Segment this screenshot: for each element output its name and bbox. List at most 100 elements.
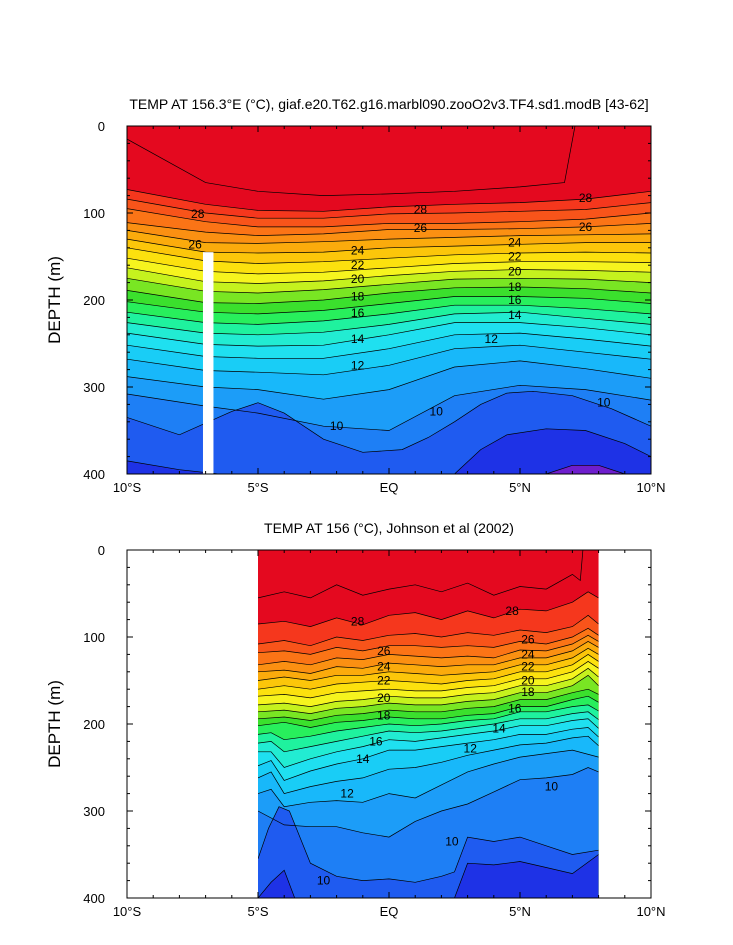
contour-line-18 — [127, 286, 651, 304]
contour-line-15 — [258, 711, 599, 753]
band-below-8 — [127, 428, 651, 474]
y-tick-label: 400 — [83, 891, 105, 906]
contour-line-11 — [258, 749, 599, 808]
contour-line-19 — [258, 674, 599, 714]
y-tick-label: 300 — [83, 380, 105, 395]
contour-line-7 — [546, 464, 625, 474]
contour-line-22 — [127, 247, 651, 264]
contour-line-18 — [258, 688, 599, 721]
contour-line-17 — [258, 695, 599, 728]
contour-line-10 — [258, 767, 599, 838]
y-tick-label: 100 — [83, 206, 105, 221]
contour-label: 28 — [505, 604, 519, 618]
contour-label: 16 — [508, 701, 522, 715]
contour-label: 24 — [521, 647, 535, 661]
contour-label: 20 — [351, 272, 365, 286]
contour-label: 26 — [377, 644, 391, 658]
contour-line-12 — [258, 735, 599, 795]
contour-label: 22 — [508, 250, 522, 264]
contour-label: 22 — [377, 674, 391, 688]
contour-line-20 — [127, 267, 651, 284]
contour-field — [127, 126, 651, 474]
contour-label: 28 — [414, 203, 428, 217]
contour-line-16 — [258, 704, 599, 741]
contour-label: 26 — [521, 633, 535, 647]
contour-line-25 — [127, 222, 651, 236]
contour-label: 20 — [508, 264, 522, 278]
band-below-8 — [258, 854, 599, 898]
contour-line-26 — [258, 627, 599, 655]
contour-line-12 — [127, 344, 651, 376]
contour-line-20 — [258, 667, 599, 707]
contour-label: 12 — [340, 787, 354, 801]
contour-line-14 — [127, 322, 651, 347]
contour-line-27 — [127, 198, 651, 219]
contour-line-25 — [258, 634, 599, 666]
contour-label: 10 — [430, 404, 444, 418]
contour-line-23 — [258, 647, 599, 681]
y-tick-label: 200 — [83, 717, 105, 732]
contour-label: 22 — [521, 660, 535, 674]
contour-label: 10 — [330, 419, 344, 433]
contour-line-22 — [258, 653, 599, 690]
contour-label: 26 — [579, 220, 593, 234]
contour-label: 18 — [508, 280, 522, 294]
contour-line-29 — [258, 550, 599, 599]
panel-top: TEMP AT 156.3°E (°C), giaf.e20.T62.g16.m… — [45, 96, 666, 495]
x-tick-label: 5°S — [247, 904, 268, 919]
x-tick-label: 5°S — [247, 480, 268, 495]
x-tick-label: 10°N — [636, 904, 665, 919]
x-tick-label: EQ — [380, 904, 399, 919]
contour-line-28 — [127, 189, 651, 212]
contour-label: 18 — [521, 685, 535, 699]
y-tick-label: 0 — [98, 119, 105, 134]
x-tick-label: 5°N — [509, 904, 531, 919]
contour-label: 22 — [351, 258, 365, 272]
contour-line-28 — [258, 591, 599, 627]
contour-line-11 — [127, 360, 651, 400]
contour-label: 20 — [521, 674, 535, 688]
contour-line-24 — [127, 230, 651, 244]
contour-label: 28 — [191, 207, 205, 221]
y-tick-label: 100 — [83, 630, 105, 645]
contour-line-14 — [258, 718, 599, 768]
contour-label: 24 — [377, 660, 391, 674]
contour-line-16 — [127, 304, 651, 325]
contour-line-24 — [258, 640, 599, 674]
contour-label: 10 — [445, 835, 459, 849]
bottom-panel-y-axis-label: DEPTH (m) — [45, 680, 64, 768]
contour-line-21 — [258, 660, 599, 699]
contour-label: 16 — [508, 293, 522, 307]
y-tick-label: 200 — [83, 293, 105, 308]
contour-label: 18 — [351, 290, 365, 304]
contour-line-13 — [127, 332, 651, 359]
top-panel-y-axis-label: DEPTH (m) — [45, 256, 64, 344]
y-tick-label: 0 — [98, 543, 105, 558]
contour-label: 20 — [377, 691, 391, 705]
contour-label: 14 — [356, 752, 370, 766]
missing-data-column — [202, 252, 214, 474]
contour-label: 10 — [597, 396, 611, 410]
x-tick-label: 10°S — [113, 904, 142, 919]
contour-line-9 — [258, 806, 599, 883]
top-panel-title: TEMP AT 156.3°E (°C), giaf.e20.T62.g16.m… — [129, 96, 648, 112]
contour-label: 26 — [188, 237, 202, 251]
y-tick-label: 400 — [83, 467, 105, 482]
contour-label: 12 — [485, 332, 499, 346]
x-tick-label: 10°N — [636, 480, 665, 495]
contour-label: 24 — [508, 236, 522, 250]
contour-line-13 — [258, 727, 599, 781]
contour-line-26 — [127, 208, 651, 228]
contour-field — [258, 550, 599, 898]
contour-line-8 — [127, 428, 651, 474]
contour-label: 12 — [464, 741, 478, 755]
contour-label: 28 — [579, 191, 593, 205]
contour-line-10 — [127, 384, 651, 431]
contour-line-8 — [258, 854, 599, 898]
contour-line-23 — [127, 238, 651, 254]
y-tick-label: 300 — [83, 804, 105, 819]
x-tick-label: 5°N — [509, 480, 531, 495]
contour-label: 28 — [351, 614, 365, 628]
contour-line-15 — [127, 311, 651, 336]
